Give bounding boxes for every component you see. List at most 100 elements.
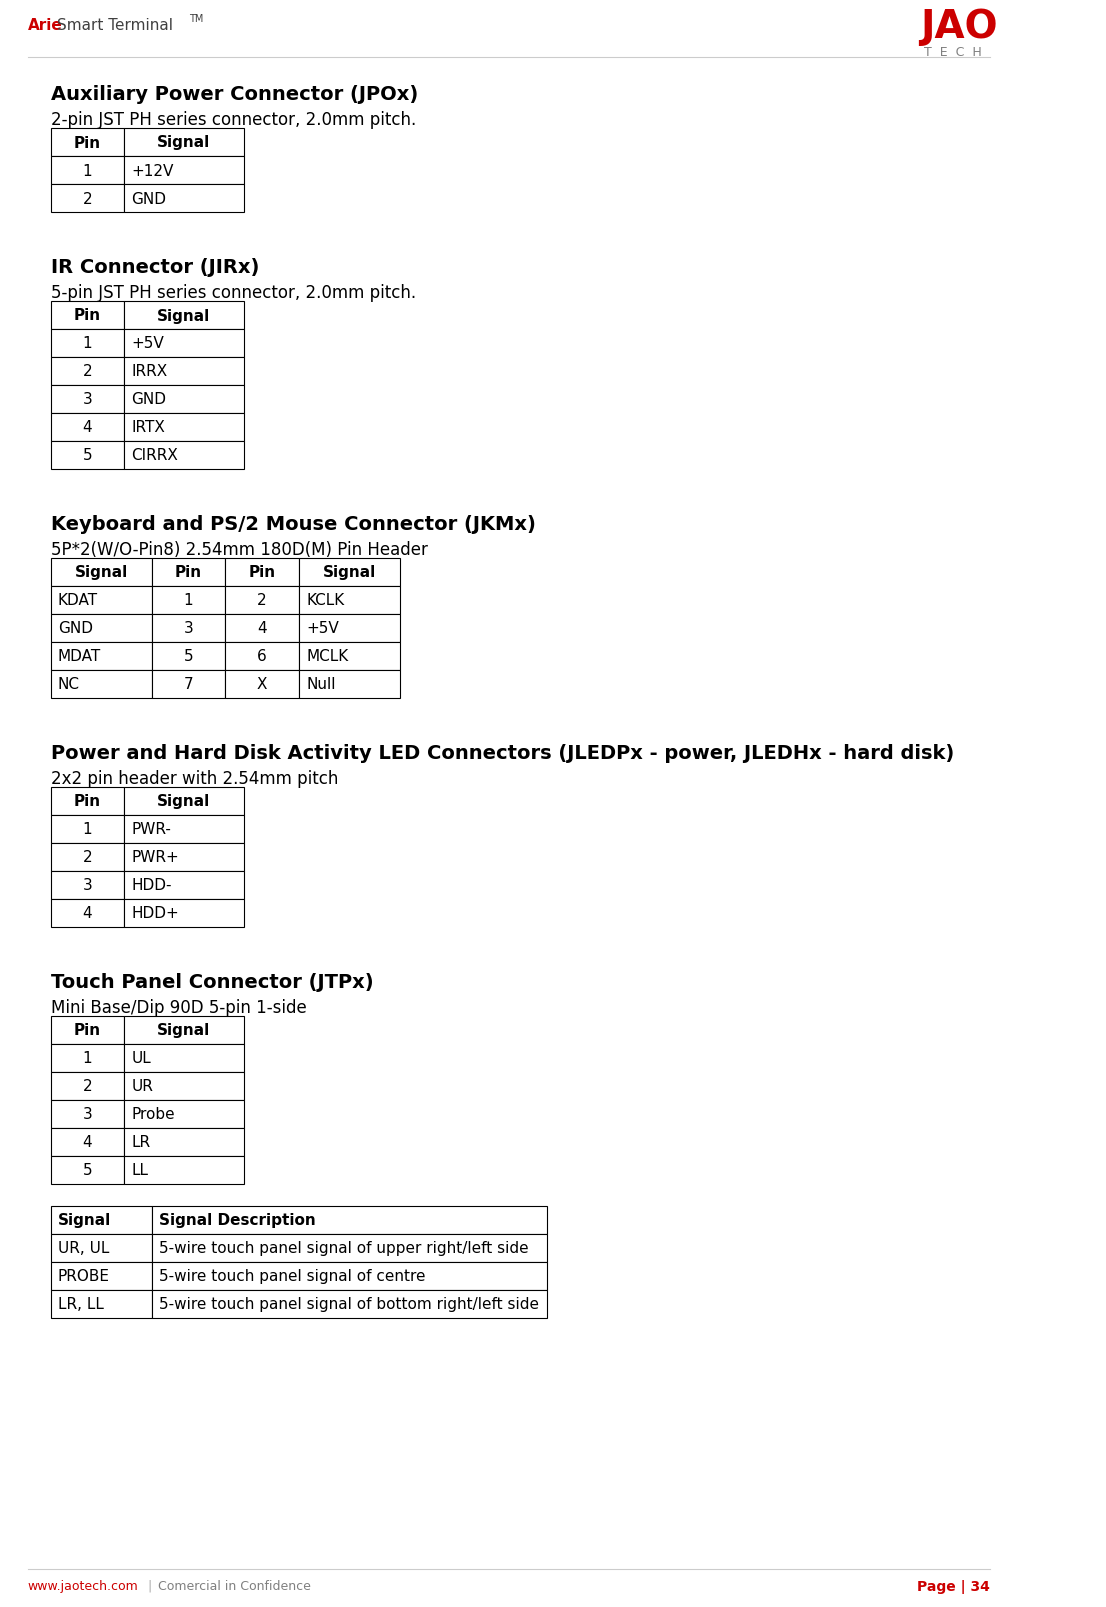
Bar: [51, 1157, 124, 1184]
Bar: [299, 559, 400, 587]
Bar: [51, 442, 124, 469]
Text: Signal: Signal: [157, 309, 210, 323]
Text: 2: 2: [83, 1078, 92, 1094]
Bar: [152, 614, 226, 643]
Bar: [124, 1016, 243, 1045]
Text: Pin: Pin: [74, 1024, 101, 1038]
Bar: [51, 157, 124, 185]
Bar: [124, 1157, 243, 1184]
Text: IR Connector (JIRx): IR Connector (JIRx): [51, 257, 259, 276]
Bar: [51, 358, 124, 386]
Text: X: X: [257, 677, 268, 693]
Text: PWR+: PWR+: [132, 850, 179, 865]
Text: 1: 1: [83, 164, 92, 178]
Text: CIRRX: CIRRX: [132, 448, 178, 463]
Bar: [124, 1072, 243, 1101]
Text: 2: 2: [83, 365, 92, 379]
Text: 4: 4: [258, 622, 267, 636]
Text: TM: TM: [188, 14, 202, 24]
Bar: [124, 1101, 243, 1128]
Text: T  E  C  H: T E C H: [925, 47, 982, 59]
Text: HDD-: HDD-: [132, 877, 173, 893]
Bar: [152, 1261, 547, 1290]
Text: 5: 5: [83, 448, 92, 463]
Text: 2: 2: [83, 191, 92, 206]
Bar: [124, 185, 243, 212]
Bar: [51, 1045, 124, 1072]
Bar: [51, 129, 124, 157]
Text: Null: Null: [306, 677, 336, 693]
Bar: [51, 900, 124, 927]
Bar: [124, 386, 243, 413]
Text: UR, UL: UR, UL: [58, 1241, 109, 1255]
Bar: [152, 559, 226, 587]
Bar: [51, 614, 152, 643]
Text: Pin: Pin: [249, 566, 275, 580]
Text: Comercial in Confidence: Comercial in Confidence: [158, 1580, 311, 1593]
Bar: [51, 1016, 124, 1045]
Bar: [51, 302, 124, 329]
Text: 3: 3: [83, 392, 92, 407]
Bar: [51, 1128, 124, 1157]
Text: +5V: +5V: [132, 336, 165, 352]
Bar: [124, 358, 243, 386]
Text: Pin: Pin: [74, 135, 101, 151]
Text: Pin: Pin: [74, 309, 101, 323]
Text: KCLK: KCLK: [306, 593, 345, 607]
Bar: [51, 643, 152, 670]
Text: HDD+: HDD+: [132, 906, 179, 921]
Bar: [51, 815, 124, 844]
Bar: [299, 614, 400, 643]
Text: GND: GND: [58, 622, 93, 636]
Text: IRTX: IRTX: [132, 421, 166, 435]
Text: PWR-: PWR-: [132, 823, 171, 837]
Text: 4: 4: [83, 906, 92, 921]
Bar: [124, 844, 243, 871]
Bar: [51, 1234, 152, 1261]
Text: Signal Description: Signal Description: [159, 1213, 316, 1228]
Bar: [152, 643, 226, 670]
Text: 1: 1: [83, 336, 92, 352]
Text: Touch Panel Connector (JTPx): Touch Panel Connector (JTPx): [51, 972, 373, 992]
Text: LR, LL: LR, LL: [58, 1297, 104, 1311]
Text: 4: 4: [83, 421, 92, 435]
Text: Page | 34: Page | 34: [917, 1580, 990, 1593]
Text: Probe: Probe: [132, 1107, 175, 1122]
Text: 2: 2: [83, 850, 92, 865]
Bar: [299, 670, 400, 699]
Text: Arie: Arie: [28, 18, 62, 34]
Text: 1: 1: [184, 593, 194, 607]
Text: 5-wire touch panel signal of centre: 5-wire touch panel signal of centre: [159, 1268, 426, 1284]
Bar: [124, 129, 243, 157]
Text: Mini Base/Dip 90D 5-pin 1-side: Mini Base/Dip 90D 5-pin 1-side: [51, 998, 306, 1016]
Bar: [51, 844, 124, 871]
Text: |: |: [147, 1580, 152, 1593]
Bar: [124, 413, 243, 442]
Text: Signal: Signal: [58, 1213, 112, 1228]
Bar: [124, 871, 243, 900]
Text: MCLK: MCLK: [306, 649, 348, 664]
Bar: [51, 587, 152, 614]
Bar: [124, 1045, 243, 1072]
Bar: [124, 900, 243, 927]
Text: JAO: JAO: [920, 8, 998, 47]
Text: 4: 4: [83, 1135, 92, 1149]
Text: PROBE: PROBE: [58, 1268, 109, 1284]
Text: Pin: Pin: [175, 566, 202, 580]
Bar: [124, 1128, 243, 1157]
Bar: [124, 815, 243, 844]
Bar: [51, 1207, 152, 1234]
Text: 5-wire touch panel signal of bottom right/left side: 5-wire touch panel signal of bottom righ…: [159, 1297, 539, 1311]
Text: Pin: Pin: [74, 794, 101, 808]
Text: LL: LL: [132, 1163, 148, 1178]
Bar: [51, 413, 124, 442]
Text: 3: 3: [83, 877, 92, 893]
Text: UR: UR: [132, 1078, 154, 1094]
Bar: [299, 587, 400, 614]
Bar: [51, 871, 124, 900]
Text: 5: 5: [184, 649, 194, 664]
Text: Signal: Signal: [157, 794, 210, 808]
Text: Keyboard and PS/2 Mouse Connector (JKMx): Keyboard and PS/2 Mouse Connector (JKMx): [51, 514, 535, 534]
Bar: [51, 185, 124, 212]
Bar: [226, 670, 299, 699]
